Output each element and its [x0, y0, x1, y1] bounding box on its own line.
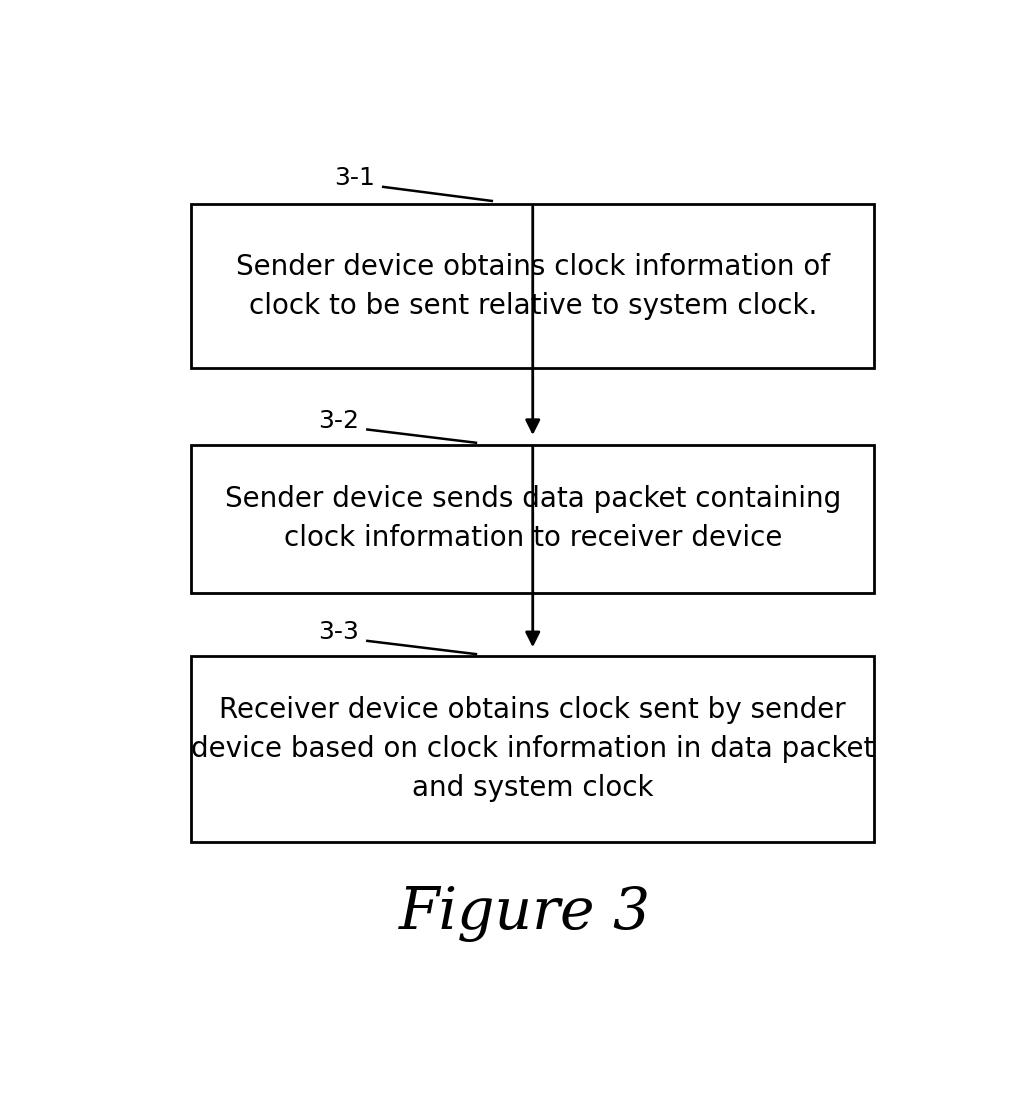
Bar — [191, 656, 873, 842]
Text: Sender device obtains clock information of
clock to be sent relative to system c: Sender device obtains clock information … — [236, 253, 829, 320]
Text: 3-3: 3-3 — [317, 620, 358, 645]
Text: Receiver device obtains clock sent by sender
device based on clock information i: Receiver device obtains clock sent by se… — [191, 696, 874, 802]
Bar — [191, 203, 873, 369]
Text: Sender device sends data packet containing
clock information to receiver device: Sender device sends data packet containi… — [224, 485, 841, 552]
Text: Figure 3: Figure 3 — [398, 886, 651, 942]
Text: 3-2: 3-2 — [317, 408, 358, 433]
Text: 3-1: 3-1 — [334, 166, 375, 190]
Bar — [191, 445, 873, 593]
